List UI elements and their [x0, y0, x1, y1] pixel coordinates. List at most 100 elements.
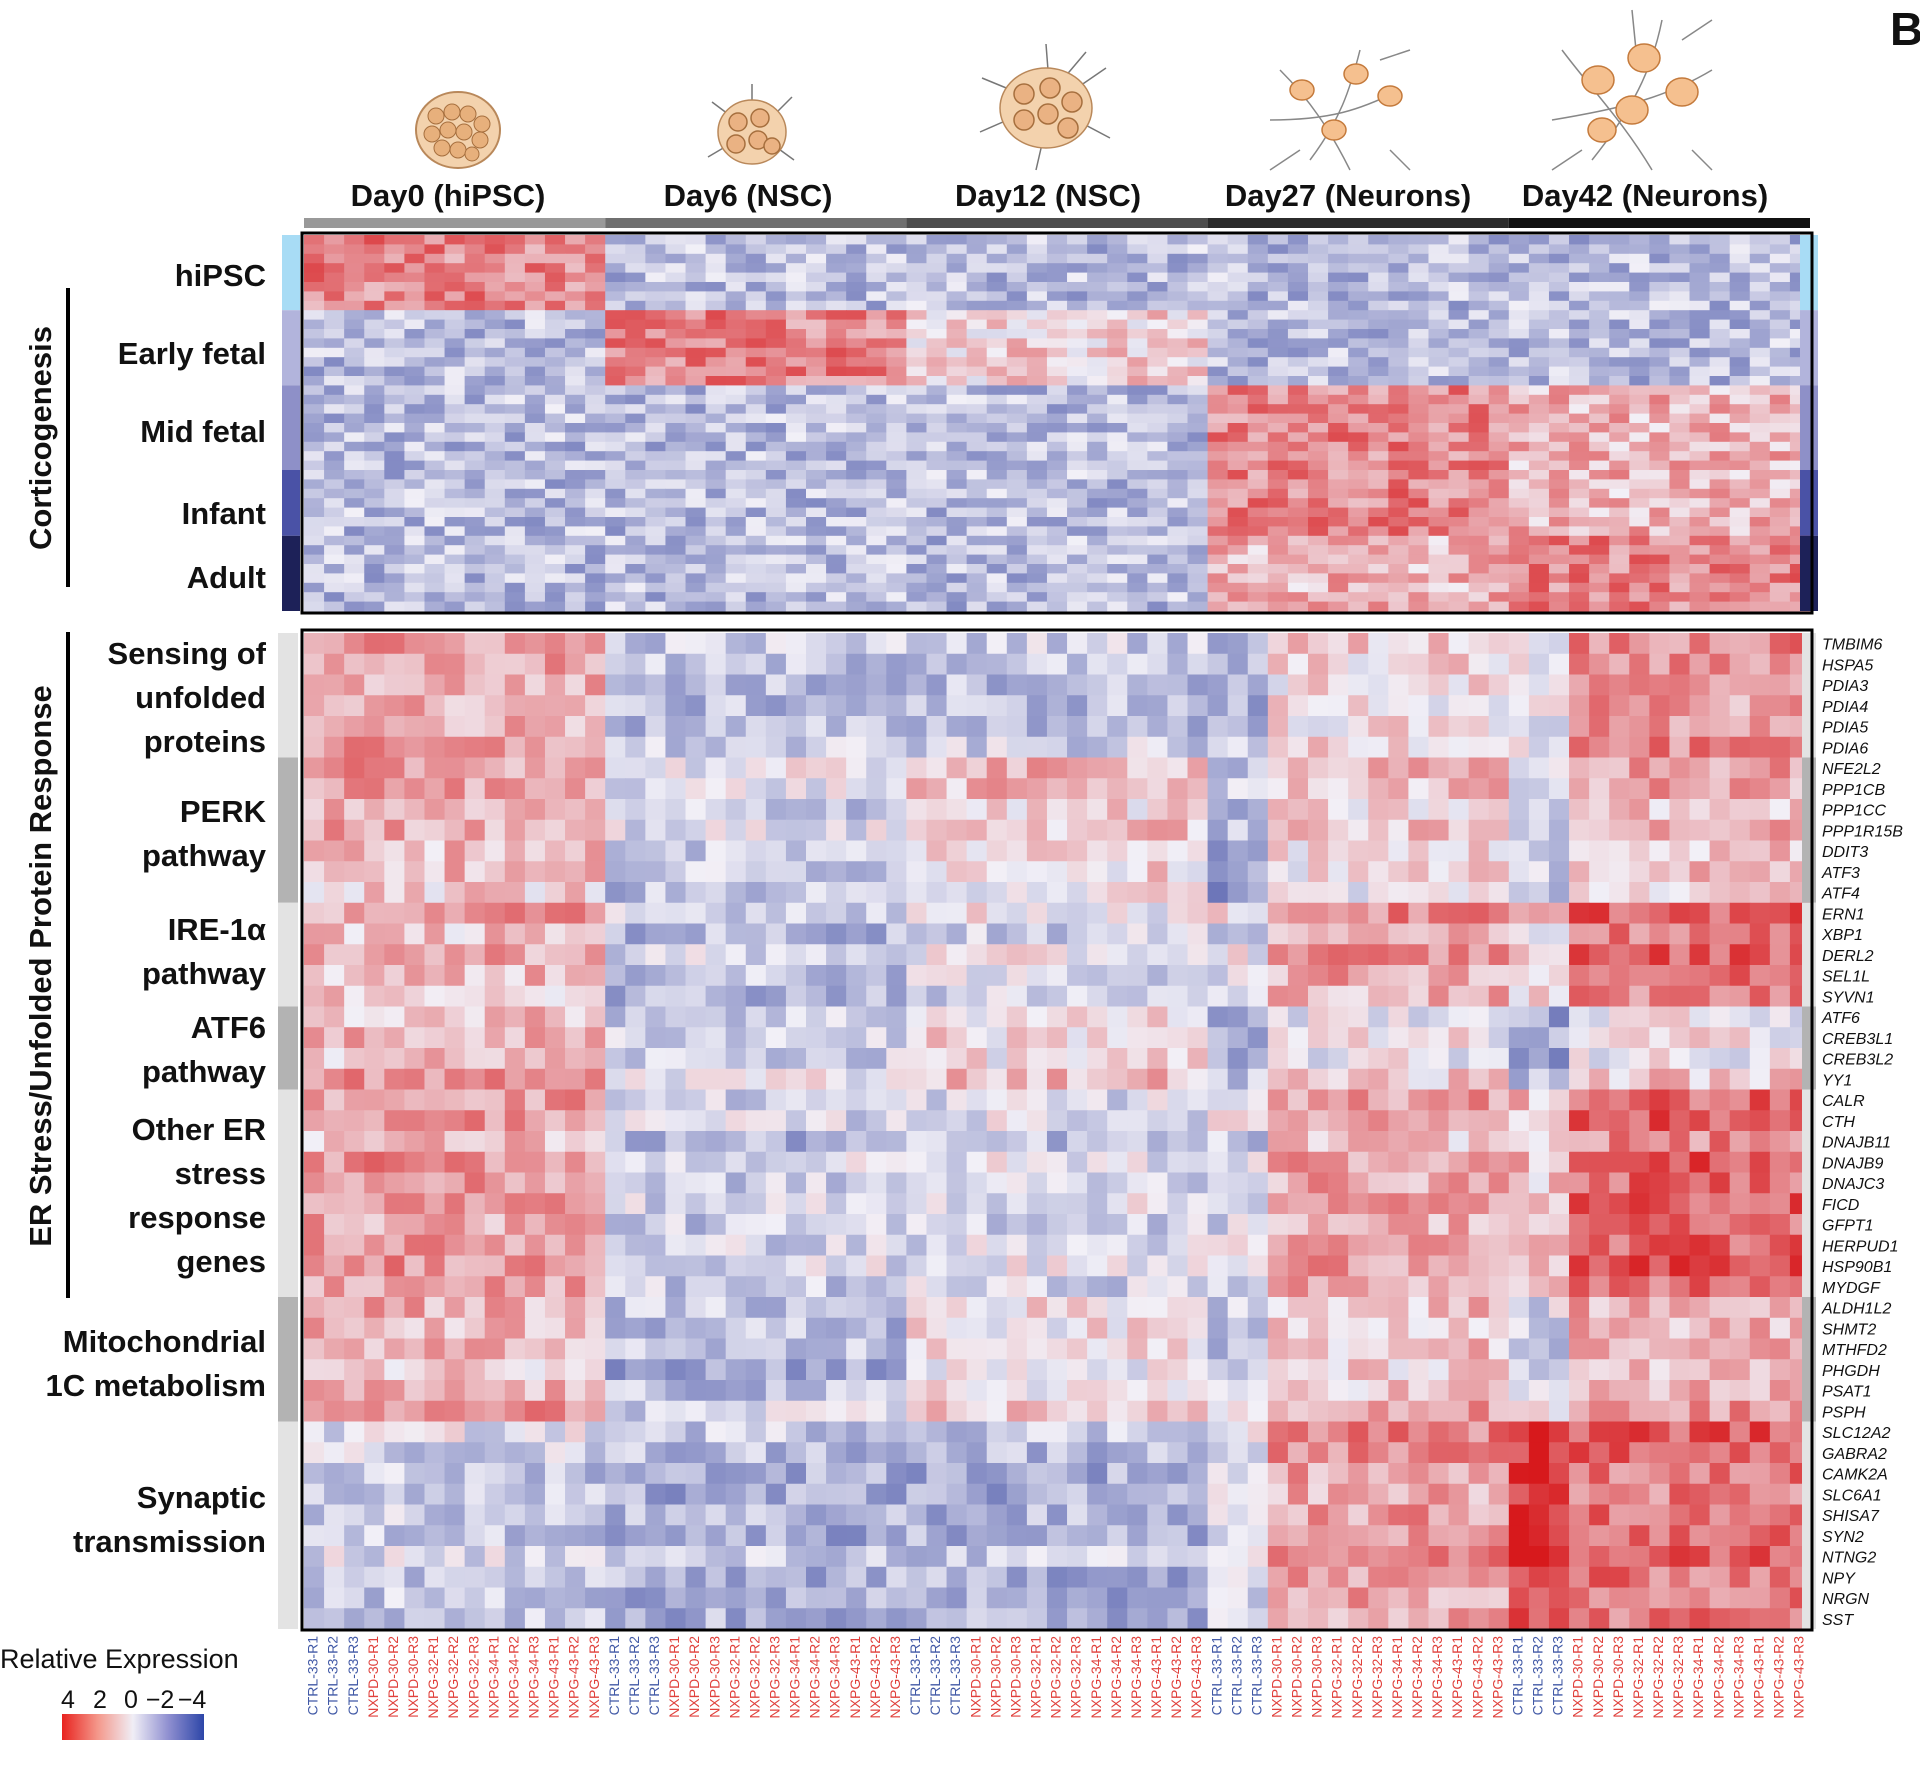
heatmap-cell [344, 489, 365, 499]
heatmap-cell [424, 244, 445, 254]
heatmap-cell [545, 944, 566, 965]
heatmap-cell [1469, 882, 1490, 903]
heatmap-cell [1368, 479, 1389, 489]
heatmap-cell [1147, 758, 1168, 779]
heatmap-cell [1308, 263, 1329, 273]
heatmap-cell [686, 254, 707, 264]
heatmap-cell [525, 442, 546, 452]
heatmap-cell [1047, 423, 1068, 433]
heatmap-cell [1007, 479, 1028, 489]
heatmap-cell [1449, 432, 1470, 442]
heatmap-cell [1408, 461, 1429, 471]
heatmap-cell [304, 273, 325, 283]
heatmap-cell [1127, 338, 1148, 348]
heatmap-cell [786, 758, 807, 779]
heatmap-cell [1589, 282, 1610, 292]
heatmap-cell [1649, 414, 1670, 424]
heatmap-cell [1348, 602, 1369, 612]
heatmap-cell [806, 1090, 827, 1111]
heatmap-cell [1147, 944, 1168, 965]
heatmap-cell [686, 461, 707, 471]
heatmap-cell [1328, 536, 1349, 546]
heatmap-cell [1087, 536, 1108, 546]
heatmap-cell [1067, 244, 1088, 254]
heatmap-cell [1047, 986, 1068, 1007]
heatmap-cell [424, 517, 445, 527]
heatmap-cell [1188, 385, 1209, 395]
heatmap-cell [1228, 310, 1249, 320]
heatmap-cell [485, 602, 506, 612]
heatmap-cell [1328, 944, 1349, 965]
heatmap-cell [886, 282, 907, 292]
timepoint-label-day12: Day12 (NSC) [955, 178, 1141, 213]
heatmap-cell [485, 1131, 506, 1152]
heatmap-cell [926, 1048, 947, 1069]
heatmap-cell [1368, 498, 1389, 508]
heatmap-cell [1629, 489, 1650, 499]
heatmap-cell [324, 737, 345, 758]
heatmap-cell [1027, 633, 1048, 654]
heatmap-cell [1529, 1152, 1550, 1173]
heatmap-cell [625, 395, 646, 405]
heatmap-cell [1589, 555, 1610, 565]
heatmap-cell [947, 395, 968, 405]
heatmap-cell [746, 592, 767, 602]
heatmap-cell [1127, 263, 1148, 273]
heatmap-cell [1107, 861, 1128, 882]
heatmap-cell [786, 235, 807, 245]
heatmap-cell [866, 592, 887, 602]
heatmap-cell [1649, 778, 1670, 799]
heatmap-cell [1308, 310, 1329, 320]
heatmap-cell [866, 633, 887, 654]
heatmap-cell [1147, 1007, 1168, 1028]
heatmap-cell [485, 320, 506, 330]
heatmap-cell [364, 423, 385, 433]
heatmap-cell [1087, 254, 1108, 264]
heatmap-cell [866, 254, 887, 264]
heatmap-cell [1127, 716, 1148, 737]
heatmap-cell [404, 508, 425, 518]
heatmap-cell [1067, 778, 1088, 799]
heatmap-cell [404, 1152, 425, 1173]
heatmap-cell [846, 633, 867, 654]
heatmap-cell [585, 882, 606, 903]
heatmap-cell [665, 633, 686, 654]
heatmap-cell [1649, 376, 1670, 386]
heatmap-cell [1328, 404, 1349, 414]
heatmap-cell [545, 536, 566, 546]
heatmap-cell [1147, 536, 1168, 546]
heatmap-cell [545, 592, 566, 602]
heatmap-cell [886, 882, 907, 903]
heatmap-cell [1228, 944, 1249, 965]
heatmap-cell [1649, 338, 1670, 348]
heatmap-cell [1690, 263, 1711, 273]
heatmap-cell [1669, 385, 1690, 395]
heatmap-cell [1167, 716, 1188, 737]
heatmap-cell [866, 479, 887, 489]
heatmap-cell [726, 273, 747, 283]
heatmap-cell [505, 1007, 526, 1028]
heatmap-cell [947, 675, 968, 696]
heatmap-cell [686, 986, 707, 1007]
heatmap-cell [1147, 564, 1168, 574]
heatmap-cell [324, 778, 345, 799]
heatmap-cell [1107, 1110, 1128, 1131]
heatmap-cell [706, 385, 727, 395]
heatmap-cell [1428, 1131, 1449, 1152]
heatmap-cell [585, 376, 606, 386]
heatmap-cell [1328, 882, 1349, 903]
heatmap-cell [706, 273, 727, 283]
heatmap-cell [1569, 592, 1590, 602]
heatmap-cell [1288, 1131, 1309, 1152]
heatmap-cell [324, 282, 345, 292]
heatmap-cell [947, 778, 968, 799]
heatmap-cell [1047, 737, 1068, 758]
heatmap-cell [1710, 924, 1731, 945]
heatmap-cell [706, 882, 727, 903]
heatmap-cell [1268, 263, 1289, 273]
heatmap-cell [1529, 273, 1550, 283]
heatmap-cell [1569, 395, 1590, 405]
heatmap-cell [1167, 451, 1188, 461]
heatmap-cell [344, 291, 365, 301]
heatmap-cell [1027, 986, 1048, 1007]
